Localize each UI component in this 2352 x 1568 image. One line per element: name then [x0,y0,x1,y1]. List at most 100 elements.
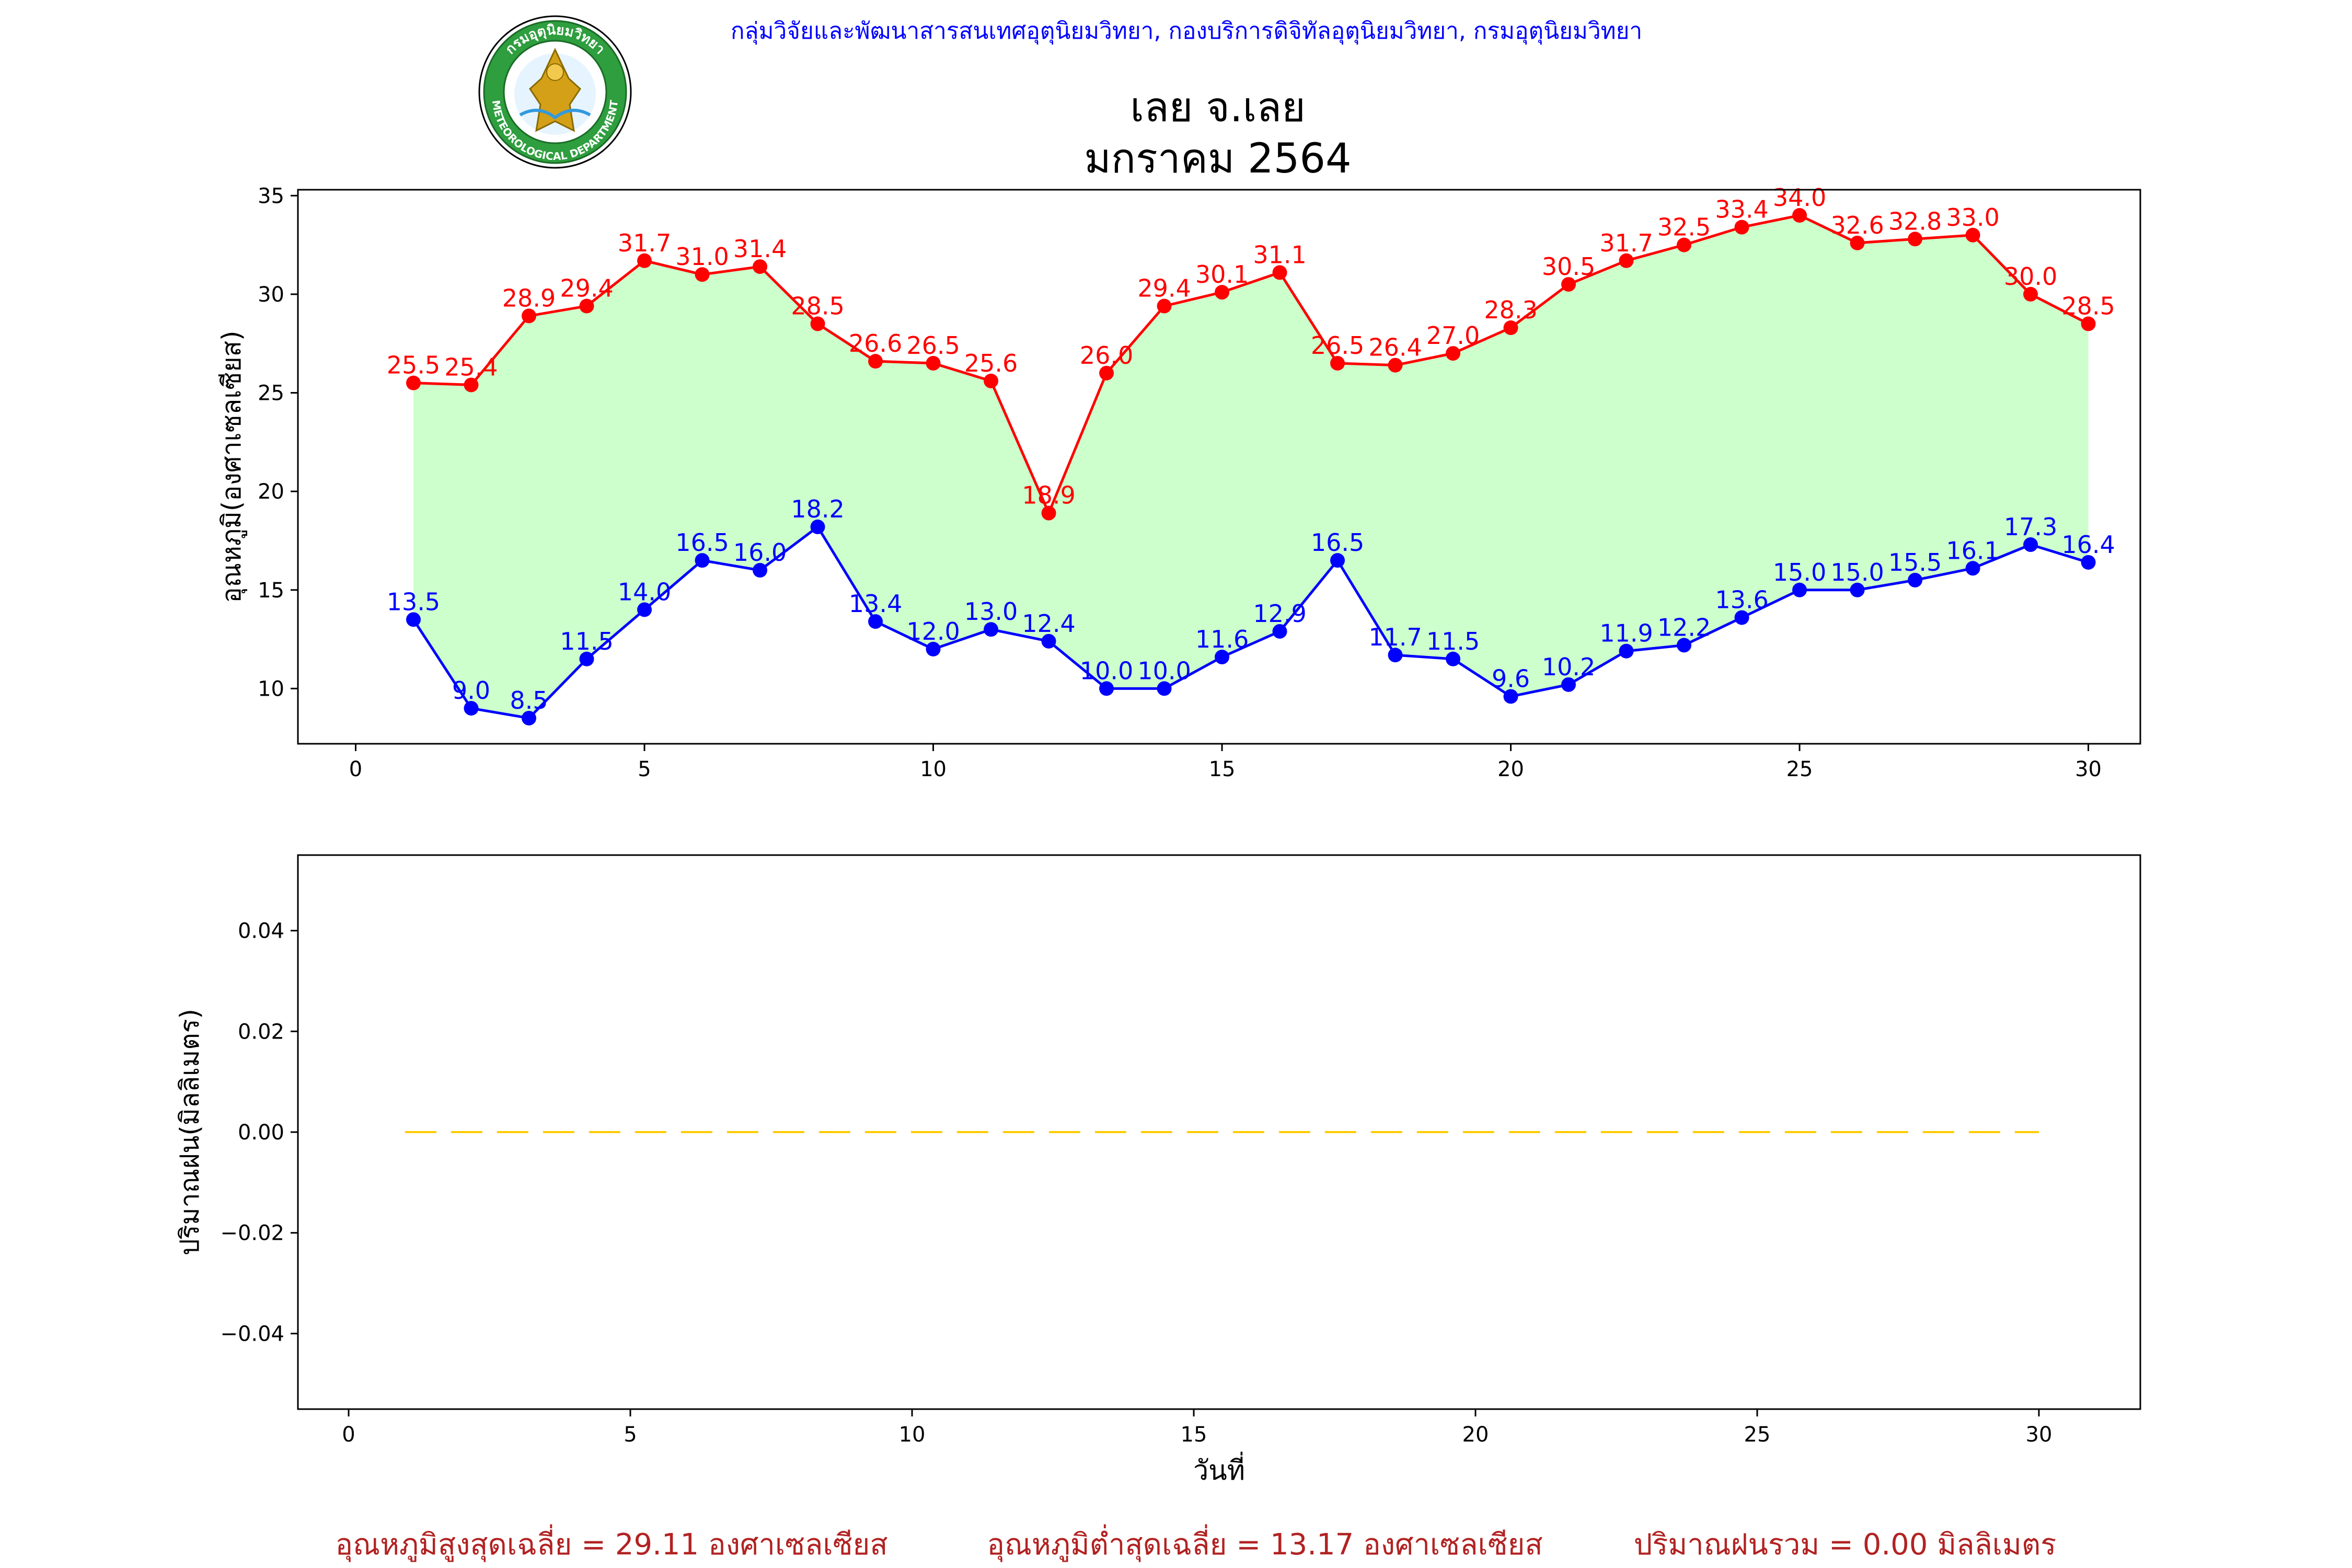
y-tick-label: −0.04 [220,1322,284,1346]
max-temp-label: 26.5 [906,331,960,360]
rain-total-summary: ปริมาณฝนรวม = 0.00 มิลลิเมตร [1634,1528,2057,1562]
max-temp-label: 29.4 [1137,274,1191,303]
min-temp-point [1215,650,1230,665]
min-temp-point [1503,689,1518,704]
x-tick-label: 5 [624,1423,637,1447]
min-temp-point [406,612,421,627]
max-temp-label: 33.4 [1715,195,1768,224]
min-temp-point [1446,651,1461,666]
x-tick-label: 5 [638,757,651,781]
max-temp-point [1792,208,1807,223]
max-temp-point [695,267,710,282]
min-temp-point [1099,681,1114,696]
min-temp-label: 11.9 [1599,619,1653,648]
y-tick-label: −0.02 [220,1221,284,1246]
min-temp-label: 16.4 [2061,531,2115,559]
min-temp-label: 16.0 [733,538,787,567]
min-temp-label: 8.5 [510,686,548,714]
min-temp-label: 11.5 [560,627,613,655]
x-tick-label: 15 [1209,757,1236,781]
min-temp-label: 15.0 [1830,558,1884,586]
max-temp-point [926,355,941,371]
rainfall-axis-label: ปริมาณฝน(มิลลิเมตร) [175,1009,205,1255]
max-temp-point [1099,365,1114,381]
temperature-range-fill [413,215,2089,718]
x-tick-label: 10 [899,1423,926,1447]
min-temp-label: 15.0 [1773,558,1826,586]
max-temp-point [1850,235,1865,250]
min-temp-label: 16.1 [1946,536,1999,564]
min-temp-point [522,710,537,725]
min-temp-label: 13.0 [964,597,1018,626]
min-temp-point [464,701,479,716]
max-temp-point [2023,286,2038,302]
min-temp-point [637,602,652,617]
x-tick-label: 25 [1786,757,1813,781]
max-temp-point [1446,346,1461,361]
max-temp-point [984,373,999,388]
max-temp-point [1388,358,1403,373]
max-temp-point [1908,232,1923,247]
max-temp-point [522,308,537,324]
max-temp-point [1677,237,1692,252]
min-temp-point [2081,555,2096,570]
temperature-axis-label: อุณหภูมิ(องศาเซลเซียส) [216,330,247,603]
max-temp-label: 27.0 [1426,321,1480,350]
max-temp-label: 25.6 [964,349,1018,377]
max-temp-point [1503,320,1518,336]
min-temp-label: 13.5 [387,587,440,616]
min-temp-label: 10.2 [1542,653,1595,681]
station-title: เลย จ.เลย [1130,84,1306,131]
min-temp-point [1619,643,1634,659]
y-tick-label: 0.00 [238,1121,284,1145]
max-temp-point [406,375,421,390]
max-temp-point [1561,277,1576,292]
y-tick-label: 15 [258,579,284,603]
max-temp-label: 32.5 [1657,213,1711,241]
x-tick-label: 20 [1497,757,1524,781]
min-temp-line [412,525,2089,720]
min-temp-point [579,651,594,666]
max-temp-point [753,259,768,274]
x-tick-label: 15 [1181,1423,1207,1447]
min-temp-point [984,622,999,637]
min-temp-point [1908,572,1923,587]
max-temp-label: 25.5 [387,351,440,379]
min-temp-label: 9.0 [452,676,490,705]
max-temp-label: 28.5 [791,292,844,320]
min-temp-point [1965,561,1980,576]
max-temp-point [1734,220,1749,235]
min-temp-point [753,563,768,578]
min-temp-point [1677,638,1692,653]
max-temp-label: 28.5 [2061,292,2115,320]
max-temp-label: 32.8 [1888,207,1942,235]
min-temp-point [1330,553,1345,568]
max-temp-label: 31.4 [733,235,787,263]
max-temp-label: 32.6 [1830,211,1884,239]
min-temp-point [1157,681,1172,696]
max-temp-label: 30.0 [2004,262,2057,291]
max-temp-label: 31.7 [618,229,671,257]
temperature-plot-frame [297,189,2141,745]
y-tick-label: 20 [258,480,284,504]
department-logo: กรมอุตุนิยมวิทยา METEOROLOGICAL DEPARTME… [478,15,632,169]
x-tick-label: 30 [2026,1423,2053,1447]
credit-line: กลุ่มวิจัยและพัฒนาสารสนเทศอุตุนิยมวิทยา,… [731,18,1642,45]
min-temp-label: 10.0 [1080,656,1133,685]
max-temp-label: 31.7 [1599,229,1653,257]
x-tick-label: 0 [349,757,362,781]
min-temp-label: 11.6 [1195,625,1249,653]
min-temp-label: 9.6 [1492,664,1530,693]
max-temp-point [2081,316,2096,331]
max-temp-label: 30.5 [1542,252,1595,281]
min-temp-point [1792,582,1807,597]
min-temp-point [1272,624,1287,639]
min-temp-point [1734,610,1749,625]
temperature-chart: 25.5 13.5 25.4 9.0 28.9 8.5 29.4 11.5 31.7 14.0 31… [216,183,2141,781]
day-axis-label: วันที่ [1193,1451,1245,1486]
max-temp-label: 18.9 [1022,481,1075,510]
max-temp-label: 34.0 [1773,183,1826,212]
min-temp-label: 16.5 [1311,528,1364,557]
y-tick-label: 30 [258,283,284,307]
